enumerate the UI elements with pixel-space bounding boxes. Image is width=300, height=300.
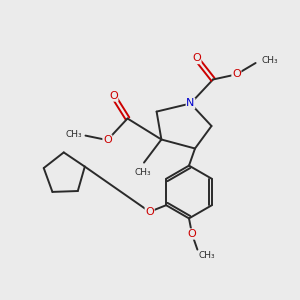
Text: CH₃: CH₃: [65, 130, 82, 139]
Text: CH₃: CH₃: [199, 251, 215, 260]
Text: O: O: [192, 53, 201, 64]
Text: O: O: [109, 91, 118, 101]
Text: O: O: [232, 69, 241, 80]
Text: N: N: [186, 98, 195, 109]
Text: CH₃: CH₃: [134, 168, 151, 177]
Text: O: O: [103, 135, 112, 145]
Text: CH₃: CH₃: [261, 56, 278, 65]
Text: O: O: [145, 207, 154, 217]
Text: O: O: [188, 229, 196, 239]
